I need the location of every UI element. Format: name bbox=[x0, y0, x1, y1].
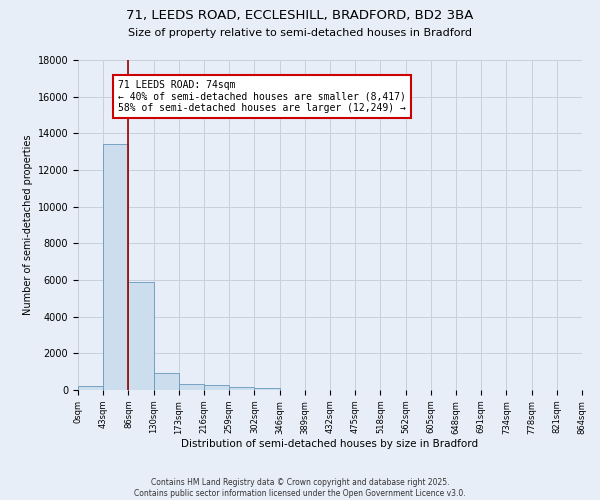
Bar bbox=[204, 385, 229, 390]
Text: 71 LEEDS ROAD: 74sqm
← 40% of semi-detached houses are smaller (8,417)
58% of se: 71 LEEDS ROAD: 74sqm ← 40% of semi-detac… bbox=[118, 80, 406, 113]
Bar bbox=[254, 388, 280, 390]
Bar bbox=[229, 387, 254, 390]
Bar bbox=[128, 282, 154, 390]
Text: 71, LEEDS ROAD, ECCLESHILL, BRADFORD, BD2 3BA: 71, LEEDS ROAD, ECCLESHILL, BRADFORD, BD… bbox=[127, 10, 473, 22]
Bar bbox=[103, 144, 128, 390]
Text: Contains HM Land Registry data © Crown copyright and database right 2025.
Contai: Contains HM Land Registry data © Crown c… bbox=[134, 478, 466, 498]
X-axis label: Distribution of semi-detached houses by size in Bradford: Distribution of semi-detached houses by … bbox=[181, 440, 479, 450]
Bar bbox=[179, 384, 204, 390]
Text: Size of property relative to semi-detached houses in Bradford: Size of property relative to semi-detach… bbox=[128, 28, 472, 38]
Bar bbox=[78, 386, 103, 390]
Bar bbox=[154, 372, 179, 390]
Y-axis label: Number of semi-detached properties: Number of semi-detached properties bbox=[23, 134, 34, 316]
